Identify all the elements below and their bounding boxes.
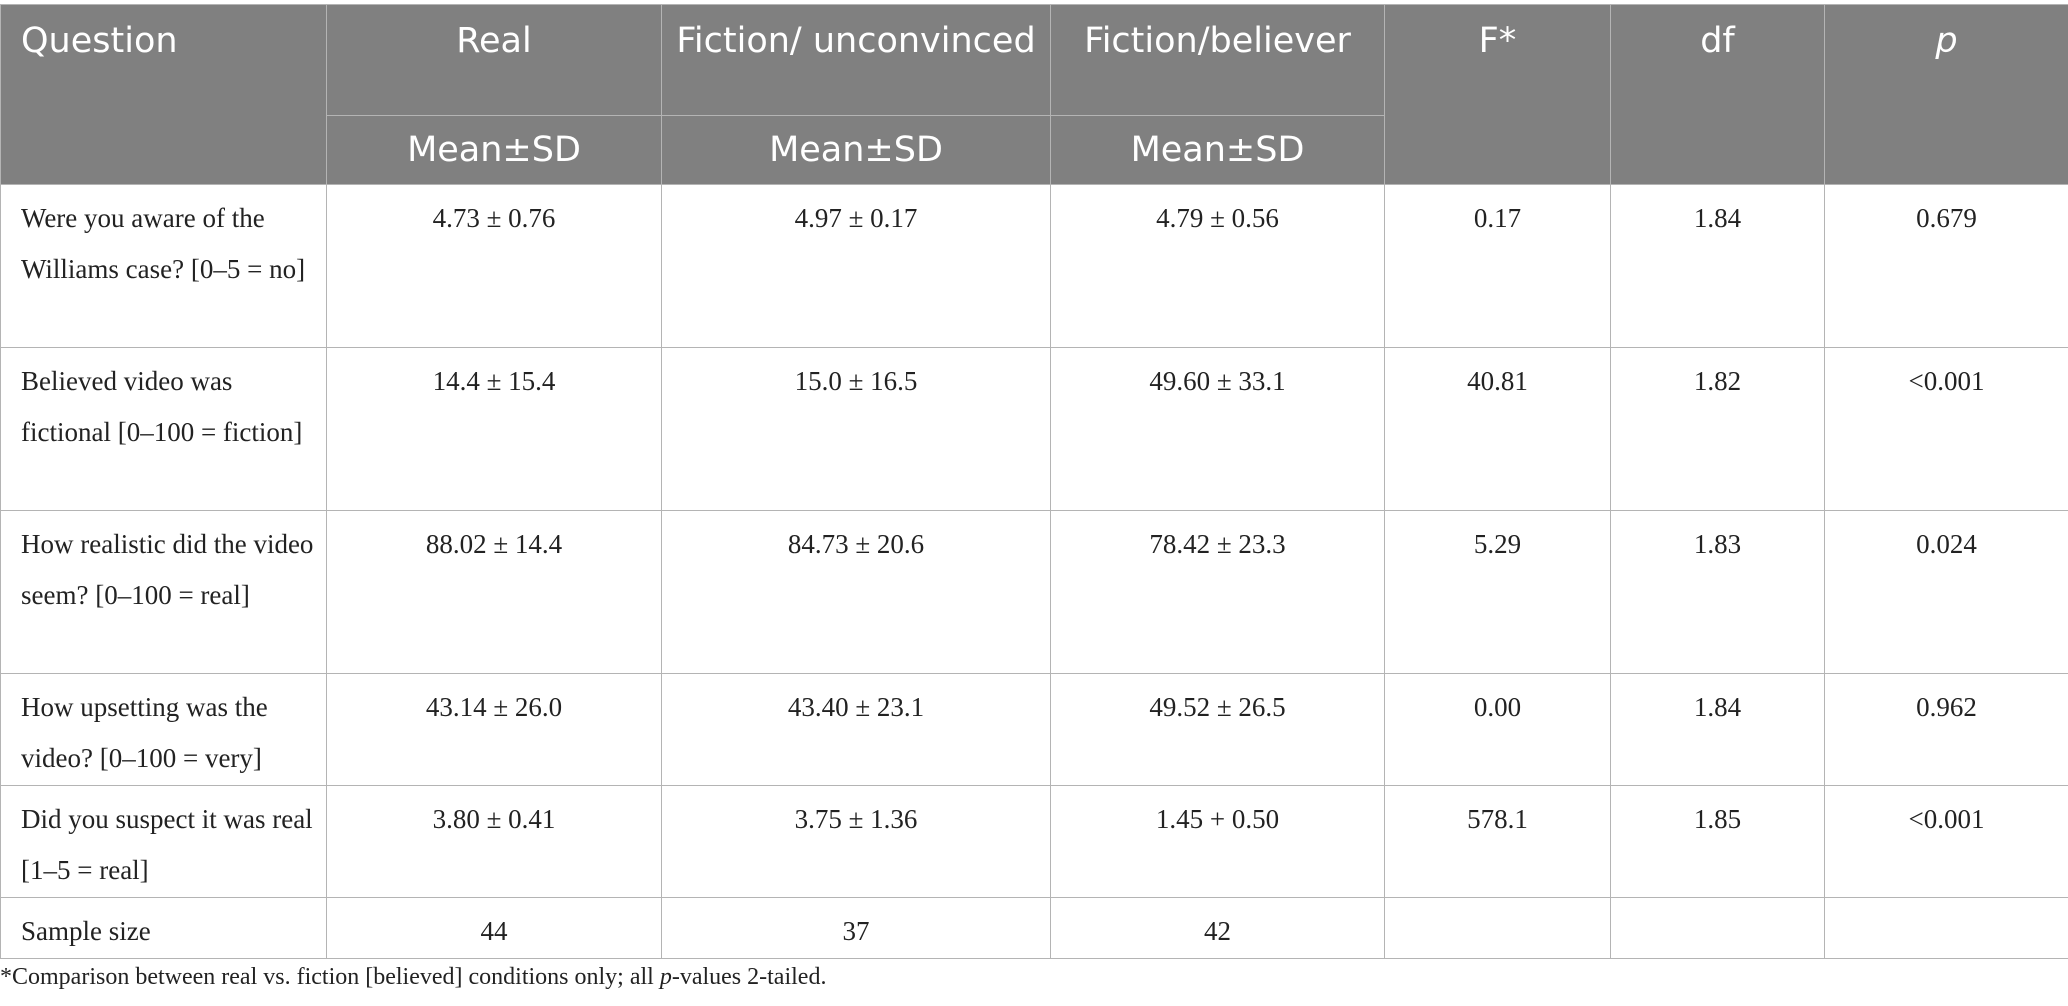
cell-df: 1.85	[1610, 785, 1825, 898]
cell-f: 0.17	[1384, 184, 1611, 348]
table-row: Sample size 44 37 42	[0, 897, 2068, 959]
cell-believer: 49.60 ± 33.1	[1050, 347, 1385, 511]
table-row: Believed video was fictional [0–100 = fi…	[0, 347, 2068, 511]
cell-unconvinced: 43.40 ± 23.1	[661, 673, 1051, 786]
footnote-prefix: *Comparison between real vs. fiction [be…	[0, 964, 660, 990]
cell-p: 0.962	[1824, 673, 2068, 786]
subheader-believer-mean-sd: Mean±SD	[1050, 115, 1385, 185]
cell-question: How upsetting was the video? [0–100 = ve…	[0, 673, 327, 786]
cell-real: 14.4 ± 15.4	[326, 347, 662, 511]
cell-believer: 49.52 ± 26.5	[1050, 673, 1385, 786]
cell-f: 578.1	[1384, 785, 1611, 898]
cell-f: 40.81	[1384, 347, 1611, 511]
header-f: F*	[1384, 4, 1611, 185]
cell-real: 43.14 ± 26.0	[326, 673, 662, 786]
subheader-unconvinced-mean-sd: Mean±SD	[661, 115, 1051, 185]
header-df: df	[1610, 4, 1825, 185]
table-header: Question Real Fiction/ unconvinced Ficti…	[0, 4, 2068, 185]
cell-real: 44	[326, 897, 662, 959]
cell-question: Believed video was fictional [0–100 = fi…	[0, 347, 327, 511]
subheader-real-mean-sd: Mean±SD	[326, 115, 662, 185]
table-row: Did you suspect it was real [1–5 = real]…	[0, 785, 2068, 898]
table-row: How upsetting was the video? [0–100 = ve…	[0, 673, 2068, 786]
results-table: Question Real Fiction/ unconvinced Ficti…	[0, 4, 2068, 959]
cell-real: 88.02 ± 14.4	[326, 510, 662, 674]
cell-believer: 1.45 + 0.50	[1050, 785, 1385, 898]
cell-unconvinced: 37	[661, 897, 1051, 959]
cell-real: 3.80 ± 0.41	[326, 785, 662, 898]
cell-df: 1.84	[1610, 673, 1825, 786]
header-fiction-unconvinced: Fiction/ unconvinced	[661, 4, 1051, 116]
cell-question: Were you aware of the Williams case? [0–…	[0, 184, 327, 348]
cell-unconvinced: 15.0 ± 16.5	[661, 347, 1051, 511]
cell-believer: 78.42 ± 23.3	[1050, 510, 1385, 674]
table-row: How realistic did the video seem? [0–100…	[0, 510, 2068, 674]
cell-p	[1824, 897, 2068, 959]
cell-df: 1.84	[1610, 184, 1825, 348]
cell-question: How realistic did the video seem? [0–100…	[0, 510, 327, 674]
header-question: Question	[0, 4, 327, 185]
cell-df	[1610, 897, 1825, 959]
cell-unconvinced: 84.73 ± 20.6	[661, 510, 1051, 674]
header-p: p	[1824, 4, 2068, 185]
footnote-p-italic: p	[659, 964, 672, 990]
table-body: Were you aware of the Williams case? [0–…	[0, 184, 2068, 959]
table-row: Were you aware of the Williams case? [0–…	[0, 184, 2068, 348]
cell-p: <0.001	[1824, 347, 2068, 511]
cell-p: 0.679	[1824, 184, 2068, 348]
footnote-suffix: -values 2-tailed.	[671, 964, 827, 990]
cell-believer: 4.79 ± 0.56	[1050, 184, 1385, 348]
table-footnote: *Comparison between real vs. fiction [be…	[0, 964, 826, 991]
cell-df: 1.83	[1610, 510, 1825, 674]
cell-believer: 42	[1050, 897, 1385, 959]
header-real: Real	[326, 4, 662, 116]
cell-df: 1.82	[1610, 347, 1825, 511]
cell-f: 0.00	[1384, 673, 1611, 786]
cell-real: 4.73 ± 0.76	[326, 184, 662, 348]
cell-question: Did you suspect it was real [1–5 = real]	[0, 785, 327, 898]
cell-f	[1384, 897, 1611, 959]
cell-unconvinced: 3.75 ± 1.36	[661, 785, 1051, 898]
cell-question: Sample size	[0, 897, 327, 959]
cell-p: 0.024	[1824, 510, 2068, 674]
cell-unconvinced: 4.97 ± 0.17	[661, 184, 1051, 348]
cell-f: 5.29	[1384, 510, 1611, 674]
cell-p: <0.001	[1824, 785, 2068, 898]
header-fiction-believer: Fiction/believer	[1050, 4, 1385, 116]
